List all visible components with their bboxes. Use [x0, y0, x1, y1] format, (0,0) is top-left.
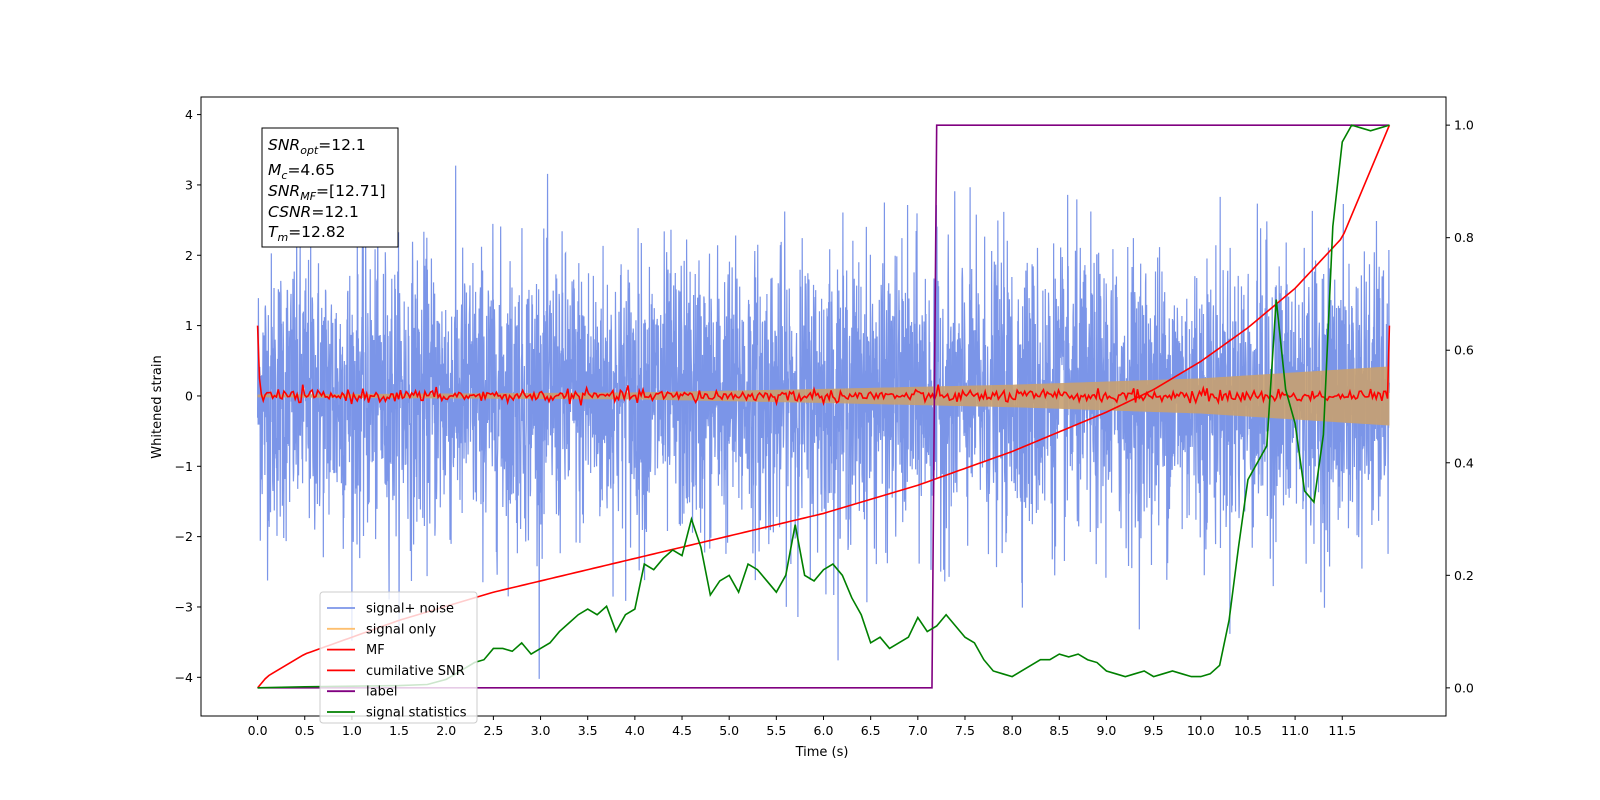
signal-only-band — [257, 366, 1390, 426]
legend-label: signal statistics — [366, 706, 467, 721]
annotation-box: SNRopt=12.1 Mc=4.65 SNRMF=[12.71] CSNR=1… — [261, 127, 399, 248]
annotation-snr-mf: SNRMF=[12.71] — [268, 182, 386, 203]
y-tick-label: −1 — [175, 459, 193, 474]
signal-statistics-line — [257, 124, 1390, 689]
y-tick-label: 0 — [185, 388, 193, 403]
y2-tick-label: 1.0 — [1454, 118, 1474, 133]
x-tick-label: 2.0 — [436, 723, 456, 738]
x-tick-label: 7.5 — [955, 723, 975, 738]
x-tick-label: 8.0 — [1002, 723, 1022, 738]
legend-label: signal+ noise — [366, 602, 454, 617]
x-tick-label: 9.0 — [1097, 723, 1117, 738]
y-tick-label: −3 — [175, 599, 193, 614]
signal-only-series — [257, 366, 1390, 426]
y-tick-label: −4 — [175, 670, 193, 685]
x-tick-label: 0.5 — [295, 723, 315, 738]
x-tick-label: 4.5 — [672, 723, 692, 738]
x-tick-label: 11.0 — [1281, 723, 1309, 738]
x-tick-label: 2.5 — [483, 723, 503, 738]
x-tick-label: 11.5 — [1328, 723, 1356, 738]
legend-label: MF — [366, 643, 385, 658]
legend-label: label — [366, 685, 397, 700]
legend-label: cumilative SNR — [366, 664, 465, 679]
x-tick-label: 9.5 — [1144, 723, 1164, 738]
x-tick-label: 10.0 — [1187, 723, 1215, 738]
y-tick-label: 2 — [185, 248, 193, 263]
legend: signal+ noise signal only MF cumilative SNR… — [319, 591, 478, 724]
x-tick-label: 0.0 — [248, 723, 268, 738]
x-tick-label: 3.5 — [578, 723, 598, 738]
y2-tick-label: 0.4 — [1454, 455, 1474, 470]
x-tick-label: 6.0 — [814, 723, 834, 738]
x-axis-ticks: 0.0 0.5 1.0 1.5 2.0 2.5 3.0 3.5 4.0 4.5 5.0 5.5 6.0 6… — [248, 716, 1356, 738]
mf-line — [256, 325, 1391, 407]
label-line — [257, 124, 1390, 689]
x-tick-label: 10.5 — [1234, 723, 1262, 738]
y2-axis-ticks: 1.0 0.8 0.6 0.4 0.2 0.0 — [1446, 118, 1474, 695]
legend-label: signal only — [366, 622, 436, 637]
x-tick-label: 6.5 — [861, 723, 881, 738]
y2-tick-label: 0.0 — [1454, 680, 1474, 695]
annotation-mc: Mc=4.65 — [268, 161, 335, 182]
y2-tick-label: 0.6 — [1454, 343, 1474, 358]
x-axis-label: Time (s) — [795, 745, 849, 760]
y2-tick-label: 0.8 — [1454, 230, 1474, 245]
annotation-csnr: CSNR=12.1 — [268, 203, 359, 221]
x-tick-label: 5.5 — [766, 723, 786, 738]
y-tick-label: −2 — [175, 529, 193, 544]
annotation-snr-opt: SNRopt=12.1 — [268, 136, 366, 157]
x-tick-label: 1.5 — [389, 723, 409, 738]
y-axis-label: Whitened strain — [150, 355, 165, 458]
y-tick-label: 1 — [185, 318, 193, 333]
x-tick-label: 7.0 — [908, 723, 928, 738]
annotation-tm: Tm=12.82 — [268, 223, 346, 244]
x-tick-label: 1.0 — [342, 723, 362, 738]
x-tick-label: 8.5 — [1049, 723, 1069, 738]
x-tick-label: 5.0 — [719, 723, 739, 738]
mf-series — [256, 325, 1391, 407]
y-tick-label: 4 — [185, 107, 193, 122]
y-axis-ticks: 4 3 2 1 0 −1 −2 −3 −4 — [175, 107, 201, 685]
y-tick-label: 3 — [185, 177, 193, 192]
y2-tick-label: 0.2 — [1454, 568, 1474, 583]
x-tick-label: 3.0 — [531, 723, 551, 738]
x-tick-label: 4.0 — [625, 723, 645, 738]
